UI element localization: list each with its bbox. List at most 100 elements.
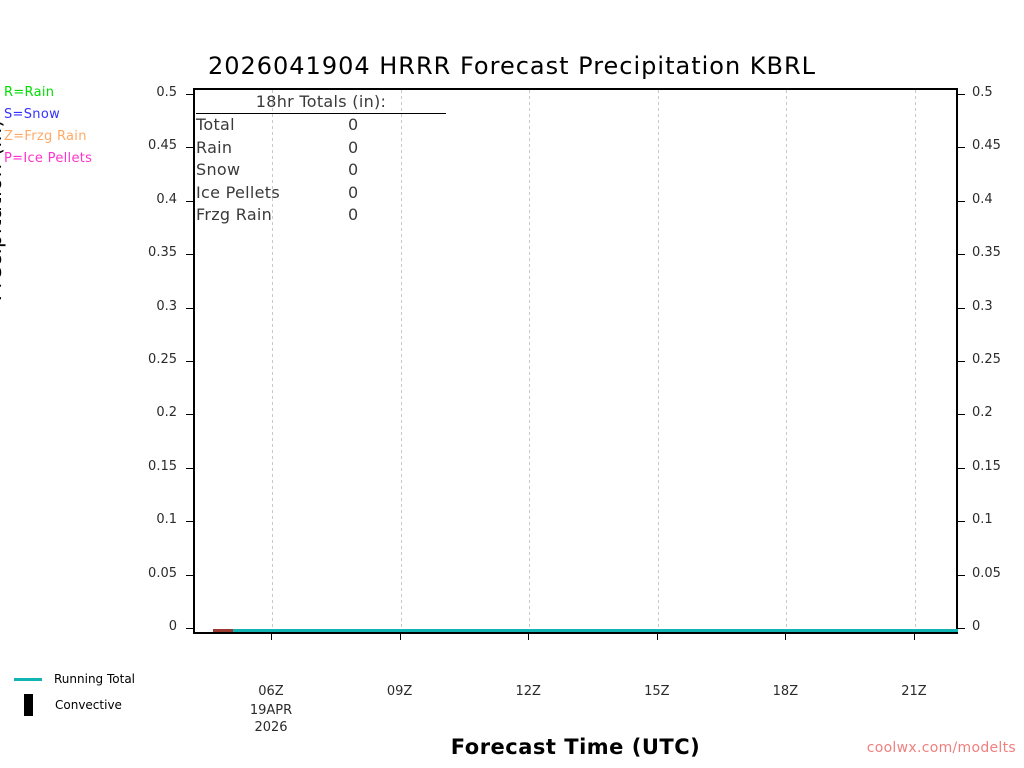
series-convective-segment <box>213 629 235 632</box>
y-tick-right-10 <box>958 94 965 95</box>
y-tick-right-6 <box>958 307 965 309</box>
totals-row-label-4: Frzg Rain <box>196 205 273 224</box>
y-tick-left-0 <box>186 628 193 629</box>
x-tick-label-1: 09Z <box>386 684 413 699</box>
y-tick-right-4 <box>958 414 965 416</box>
totals-table: 18hr Totals (in): Total 0 Rain 0 Snow 0 Ice Pe… <box>196 92 446 227</box>
series-legend-entry-1: Convective <box>6 692 135 718</box>
x-tick-2 <box>528 634 530 640</box>
totals-row-label-2: Snow <box>196 160 241 179</box>
totals-row-value-0: 0 <box>348 115 359 134</box>
x-tick-3 <box>656 634 658 640</box>
totals-row-label-0: Total <box>196 115 235 134</box>
y-axis-title: Precipitation (in) <box>0 118 6 302</box>
y-tick-left-4 <box>186 414 193 416</box>
ptype-legend-item-2: Z=Frzg Rain <box>4 129 87 144</box>
totals-header: 18hr Totals (in): <box>255 92 387 111</box>
y-tick-left-1 <box>186 574 193 576</box>
y-tick-left-5 <box>186 361 193 362</box>
totals-row: Snow 0 <box>196 159 446 182</box>
ptype-legend-item-1: S=Snow <box>4 107 61 122</box>
x-axis-title: Forecast Time (UTC) <box>450 735 701 759</box>
totals-row-value-3: 0 <box>348 182 359 202</box>
x-tick-5 <box>914 634 915 640</box>
y-tick-label-right-1: 0.05 <box>972 565 1001 581</box>
gridline-4 <box>786 90 788 632</box>
y-tick-label-left-4: 0.2 <box>156 405 177 421</box>
y-tick-right-3 <box>958 467 965 469</box>
y-tick-right-8 <box>958 200 965 202</box>
y-tick-right-5 <box>958 361 965 362</box>
y-tick-label-left-7: 0.35 <box>148 245 177 261</box>
convective-swatch <box>24 694 33 716</box>
x-tick-label-3: 15Z <box>644 684 670 699</box>
y-tick-label-right-2: 0.1 <box>972 512 993 528</box>
x-axis-start-date-line-0: 19APR <box>249 703 293 718</box>
series-legend: Running Total Convective <box>6 666 135 718</box>
gridline-5 <box>915 90 916 632</box>
y-tick-left-7 <box>186 254 193 256</box>
x-tick-label-4: 18Z <box>772 684 799 699</box>
y-tick-label-right-4: 0.2 <box>972 405 993 421</box>
x-tick-1 <box>399 634 401 640</box>
totals-row: Rain 0 <box>196 137 446 160</box>
watermark: coolwx.com/modelts <box>866 740 1016 756</box>
x-tick-label-2: 12Z <box>515 684 541 699</box>
x-tick-label-0: 06Z <box>258 684 284 699</box>
y-tick-label-right-5: 0.25 <box>972 352 1001 367</box>
totals-row-label-1: Rain <box>196 137 233 157</box>
totals-row-label-3: Ice Pellets <box>196 182 281 202</box>
series-legend-entry-0: Running Total <box>6 666 135 692</box>
series-legend-label-0: Running Total <box>54 672 136 686</box>
y-tick-label-left-2: 0.1 <box>156 512 177 528</box>
x-axis-start-date: 19APR 2026 <box>231 702 311 736</box>
y-tick-label-right-7: 0.35 <box>972 245 1001 261</box>
totals-row: Total 0 <box>196 114 446 137</box>
x-tick-0 <box>271 634 272 640</box>
y-tick-right-9 <box>958 147 965 149</box>
running-total-swatch <box>14 677 42 681</box>
totals-rows: Total 0 Rain 0 Snow 0 Ice Pellets 0 Frzg Rain 0 <box>196 114 446 227</box>
precip-type-legend: R=Rain S=Snow Z=Frzg Rain P=Ice Pellets <box>4 82 92 170</box>
y-tick-label-left-6: 0.3 <box>156 298 177 314</box>
x-tick-4 <box>785 634 787 640</box>
chart-title: 2026041904 HRRR Forecast Precipitation K… <box>207 52 817 80</box>
y-tick-right-1 <box>958 574 965 576</box>
y-tick-label-right-0: 0 <box>972 619 981 634</box>
y-tick-label-left-8: 0.4 <box>156 191 177 207</box>
x-axis-start-date-line-1: 2026 <box>254 720 288 735</box>
totals-row-value-2: 0 <box>348 160 359 179</box>
totals-row-value-4: 0 <box>348 205 359 224</box>
totals-divider <box>196 113 446 114</box>
y-tick-left-3 <box>186 467 193 469</box>
gridline-2 <box>529 90 531 632</box>
y-tick-right-7 <box>958 254 965 256</box>
y-tick-label-left-10: 0.5 <box>156 85 177 100</box>
y-tick-left-9 <box>186 147 193 149</box>
series-running-total-line <box>233 629 958 632</box>
y-tick-left-6 <box>186 307 193 309</box>
plot-area <box>193 88 958 634</box>
y-tick-right-0 <box>958 628 965 629</box>
y-tick-label-right-8: 0.4 <box>972 191 993 207</box>
totals-row-value-1: 0 <box>348 137 359 157</box>
totals-row: Frzg Rain 0 <box>196 204 446 227</box>
x-tick-label-5: 21Z <box>901 684 927 699</box>
y-tick-left-10 <box>186 94 193 95</box>
gridline-1 <box>400 90 402 632</box>
y-tick-label-right-6: 0.3 <box>972 298 993 314</box>
y-tick-label-right-10: 0.5 <box>972 85 993 100</box>
ptype-legend-item-0: R=Rain <box>4 85 55 100</box>
y-tick-label-right-9: 0.45 <box>972 138 1001 154</box>
y-tick-left-8 <box>186 200 193 202</box>
totals-row: Ice Pellets 0 <box>196 182 446 205</box>
ptype-legend-item-3: P=Ice Pellets <box>4 151 93 166</box>
y-tick-left-2 <box>186 521 193 523</box>
y-tick-label-right-3: 0.15 <box>972 458 1001 474</box>
y-tick-label-left-5: 0.25 <box>148 352 177 367</box>
y-tick-label-left-3: 0.15 <box>148 458 177 474</box>
y-tick-label-left-9: 0.45 <box>148 138 177 154</box>
y-tick-right-2 <box>958 521 965 523</box>
y-tick-label-left-1: 0.05 <box>148 565 177 581</box>
